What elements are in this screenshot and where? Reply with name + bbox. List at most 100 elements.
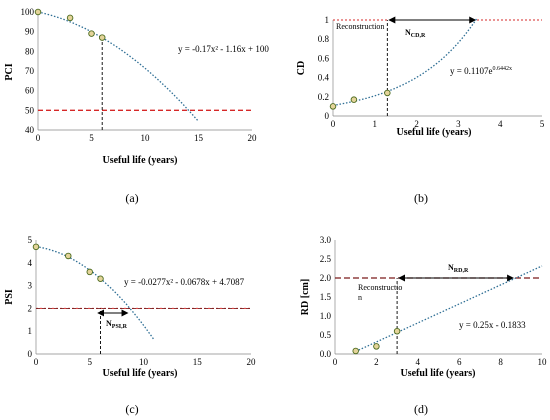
y-tick-label: 1.0 <box>320 311 332 321</box>
data-point <box>373 343 380 350</box>
trendline-d <box>355 265 543 353</box>
data-point <box>64 252 72 260</box>
x-tick-label: 5 <box>89 133 94 143</box>
y-tick-label: 0 <box>325 111 330 121</box>
x-tick-label: 5 <box>88 357 93 367</box>
x-tick-label: 2 <box>374 357 379 367</box>
y-tick-label: 50 <box>25 105 35 115</box>
x-tick-label: 0 <box>331 119 336 129</box>
equation-d: y = 0.25x - 0.1833 <box>459 320 526 330</box>
y-ticks-d: 0.0 0.5 1.0 1.5 2.0 2.5 3.0 <box>320 235 332 359</box>
annotation-d-line1: Reconstructio <box>358 283 402 292</box>
y-tick-label: 2.5 <box>320 254 332 264</box>
plot-area-d: 0.0 0.5 1.0 1.5 2.0 2.5 3.0 0 2 4 6 8 10 Reconstruc… <box>320 235 547 367</box>
y-tick-label: 80 <box>25 46 35 56</box>
y-axis-label-b: CD <box>296 61 307 75</box>
arrow-label-sub-c: PSI,R <box>112 324 128 330</box>
x-axis-label-c: Useful life (years) <box>103 368 178 379</box>
x-tick-label: 10 <box>538 357 548 367</box>
arrow-label-sub-d: RD,R <box>454 268 469 274</box>
data-points-c <box>32 243 104 283</box>
x-tick-label: 6 <box>457 357 462 367</box>
data-point <box>88 30 95 37</box>
y-ticks-b: 0 0.2 0.4 0.6 0.8 1 <box>318 15 330 121</box>
y-tick-label: 0.4 <box>318 73 330 83</box>
y-tick-label: 0.2 <box>318 92 329 102</box>
y-tick-label: 70 <box>25 66 35 76</box>
trendline-a <box>37 11 199 122</box>
data-point <box>352 347 359 355</box>
data-point <box>86 268 93 276</box>
data-point <box>98 34 106 41</box>
x-tick-label: 10 <box>139 357 149 367</box>
y-ticks-c: 0 1 2 3 4 5 <box>28 235 33 359</box>
x-tick-label: 8 <box>498 357 503 367</box>
x-tick-label: 0 <box>36 133 41 143</box>
arrow-label-main-d: N <box>448 263 454 272</box>
y-tick-label: 100 <box>21 7 35 17</box>
data-point <box>97 275 104 283</box>
x-tick-label: 3 <box>456 119 461 129</box>
y-tick-label: 2.0 <box>320 273 332 283</box>
panel-c: 0 1 2 3 4 5 0 5 10 15 20 y = -0.0277x² - 0.0678x … <box>4 235 256 416</box>
x-tick-label: 10 <box>141 133 151 143</box>
x-ticks-d: 0 2 4 6 8 10 <box>333 357 547 367</box>
data-points-d <box>352 327 401 355</box>
data-point <box>393 327 401 335</box>
data-point <box>32 243 40 251</box>
data-point <box>34 8 42 16</box>
equation-base-b: y = 0.1107e <box>450 66 493 76</box>
x-tick-label: 4 <box>416 357 421 367</box>
data-point <box>329 103 337 110</box>
x-tick-label: 20 <box>247 357 257 367</box>
x-ticks-b: 0 1 2 3 4 5 <box>331 119 545 129</box>
y-tick-label: 0 <box>28 349 33 359</box>
panel-label-c: (c) <box>125 402 138 416</box>
y-tick-label: 60 <box>25 86 35 96</box>
panel-a: 40 50 60 70 80 90 100 0 5 10 15 20 y = -0.17x² - 1… <box>4 7 269 205</box>
y-tick-label: 1 <box>325 15 330 25</box>
arrow-label-d: NRD,R <box>448 263 469 274</box>
y-tick-label: 90 <box>25 27 35 37</box>
x-tick-label: 0 <box>34 357 39 367</box>
y-tick-label: 3.0 <box>320 235 332 245</box>
data-point <box>66 14 74 22</box>
arrow-label-b: NCD,R <box>405 28 426 39</box>
trendline-c <box>35 245 155 341</box>
panel-d: 0.0 0.5 1.0 1.5 2.0 2.5 3.0 0 2 4 6 8 10 Reconstruc… <box>300 235 547 416</box>
equation-a: y = -0.17x² - 1.16x + 100 <box>178 44 269 54</box>
y-axis-label-a: PCI <box>4 63 15 80</box>
equation-c: y = -0.0277x² - 0.0678x + 4.7087 <box>124 277 245 287</box>
y-ticks-a: 40 50 60 70 80 90 100 <box>21 7 35 135</box>
plot-area-b: 0 0.2 0.4 0.6 0.8 1 0 1 2 3 4 5 Reconstruction NCD… <box>318 15 545 129</box>
x-axis-label-a: Useful life (years) <box>103 155 178 166</box>
x-tick-label: 1 <box>373 119 378 129</box>
x-tick-label: 4 <box>498 119 503 129</box>
equation-b: y = 0.1107e0.6442x <box>450 66 512 76</box>
y-tick-label: 0.6 <box>318 53 330 63</box>
x-tick-label: 20 <box>248 133 258 143</box>
arrow-label-main-b: N <box>405 28 411 37</box>
y-tick-label: 0.5 <box>320 330 332 340</box>
arrow-label-main-c: N <box>106 319 112 328</box>
panel-label-d: (d) <box>414 402 428 416</box>
x-ticks-a: 0 5 10 15 20 <box>36 133 257 143</box>
equation-exp-b: 0.6442x <box>493 66 513 72</box>
y-tick-label: 0.8 <box>318 34 330 44</box>
annotation-d-line2: n <box>358 293 362 302</box>
x-tick-label: 5 <box>540 119 545 129</box>
y-tick-label: 40 <box>25 125 35 135</box>
y-tick-label: 1 <box>28 326 33 336</box>
y-axis-label-c: PSI <box>4 289 15 305</box>
plot-area-a: 40 50 60 70 80 90 100 0 5 10 15 20 y = -0.17x² - 1… <box>21 7 270 143</box>
y-tick-label: 4 <box>28 258 33 268</box>
y-tick-label: 2 <box>28 303 33 313</box>
plot-area-c: 0 1 2 3 4 5 0 5 10 15 20 y = -0.0277x² - 0.0678x … <box>28 235 257 367</box>
panel-label-b: (b) <box>414 191 428 205</box>
data-points-b <box>329 89 391 110</box>
x-tick-label: 2 <box>414 119 419 129</box>
data-points-a <box>34 8 106 41</box>
annotation-b: Reconstruction <box>336 22 384 31</box>
x-tick-label: 15 <box>193 357 203 367</box>
y-tick-label: 5 <box>28 235 33 245</box>
